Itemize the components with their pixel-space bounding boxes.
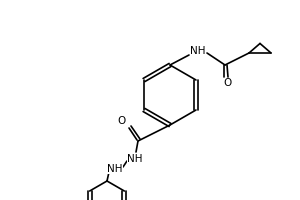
Text: NH: NH <box>127 154 143 164</box>
Text: NH: NH <box>190 46 206 56</box>
Text: O: O <box>118 116 126 126</box>
Text: O: O <box>223 78 231 88</box>
Text: NH: NH <box>107 164 123 174</box>
